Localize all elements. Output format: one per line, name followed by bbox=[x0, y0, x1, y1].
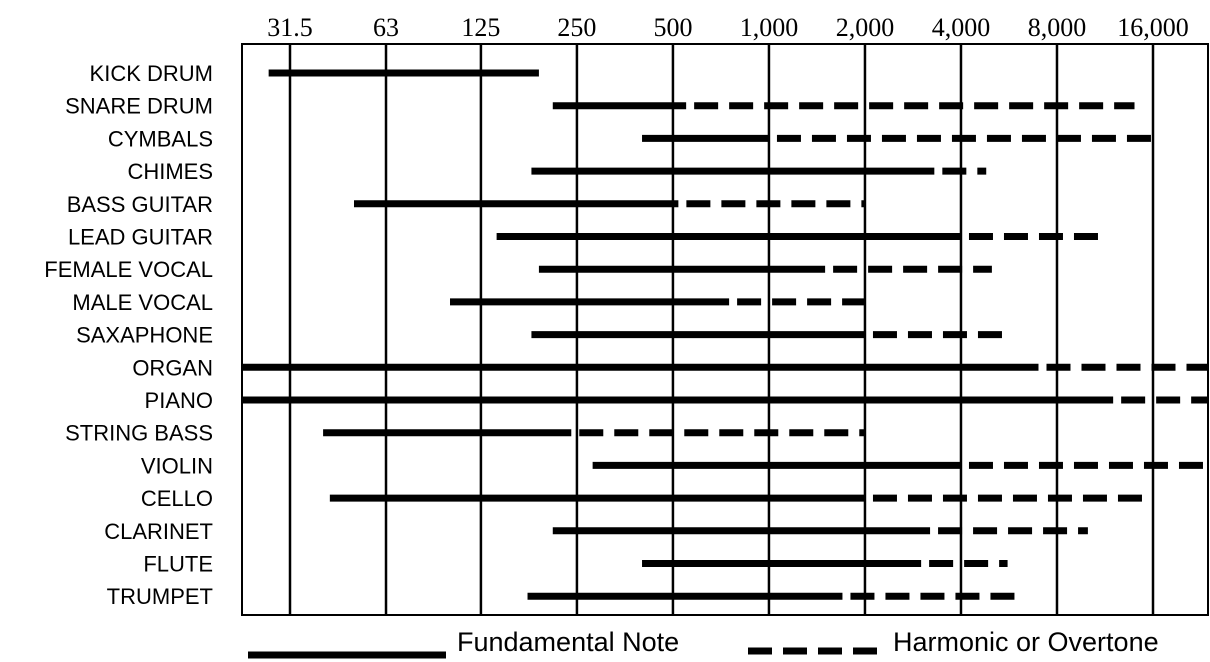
category-label: ORGAN bbox=[132, 355, 213, 380]
category-label: BASS GUITAR bbox=[67, 192, 213, 217]
x-tick-labels: 31.5 63 125 250 500 1,000 2,000 4,000 8,000 16,00… bbox=[267, 13, 1189, 42]
category-label: CLARINET bbox=[104, 519, 213, 544]
category-label: MALE VOCAL bbox=[72, 290, 213, 315]
legend: Fundamental Note Harmonic or Overtone bbox=[248, 627, 1159, 659]
x-tick-label: 8,000 bbox=[1028, 13, 1087, 42]
x-tick-label: 1,000 bbox=[740, 13, 799, 42]
x-tick-label: 4,000 bbox=[932, 13, 991, 42]
category-label: LEAD GUITAR bbox=[68, 225, 213, 250]
category-label: STRING BASS bbox=[65, 421, 213, 446]
plot-frame bbox=[241, 43, 1209, 616]
x-tick-label: 63 bbox=[373, 13, 399, 42]
category-label: FEMALE VOCAL bbox=[44, 257, 213, 282]
category-label: SNARE DRUM bbox=[65, 94, 213, 119]
x-tick-label: 31.5 bbox=[267, 13, 313, 42]
category-label: FLUTE bbox=[143, 552, 213, 577]
x-tick-label: 250 bbox=[557, 13, 596, 42]
category-label: CYMBALS bbox=[108, 126, 213, 151]
category-label: VIOLIN bbox=[141, 453, 213, 478]
category-label: CHIMES bbox=[127, 159, 213, 184]
category-label: PIANO bbox=[145, 388, 213, 413]
x-tick-label: 16,000 bbox=[1117, 13, 1189, 42]
category-label: KICK DRUM bbox=[90, 61, 213, 86]
instrument-labels: KICK DRUM SNARE DRUM CYMBALS CHIMES BASS GUI… bbox=[44, 61, 213, 609]
range-bars bbox=[242, 69, 1208, 600]
legend-fundamental-label: Fundamental Note bbox=[457, 627, 679, 657]
x-tick-label: 125 bbox=[461, 13, 500, 42]
x-tick-label: 2,000 bbox=[836, 13, 895, 42]
category-label: TRUMPET bbox=[107, 584, 213, 609]
legend-harmonic-label: Harmonic or Overtone bbox=[893, 627, 1159, 657]
category-label: SAXAPHONE bbox=[76, 323, 213, 348]
category-label: CELLO bbox=[141, 486, 213, 511]
x-tick-label: 500 bbox=[653, 13, 692, 42]
